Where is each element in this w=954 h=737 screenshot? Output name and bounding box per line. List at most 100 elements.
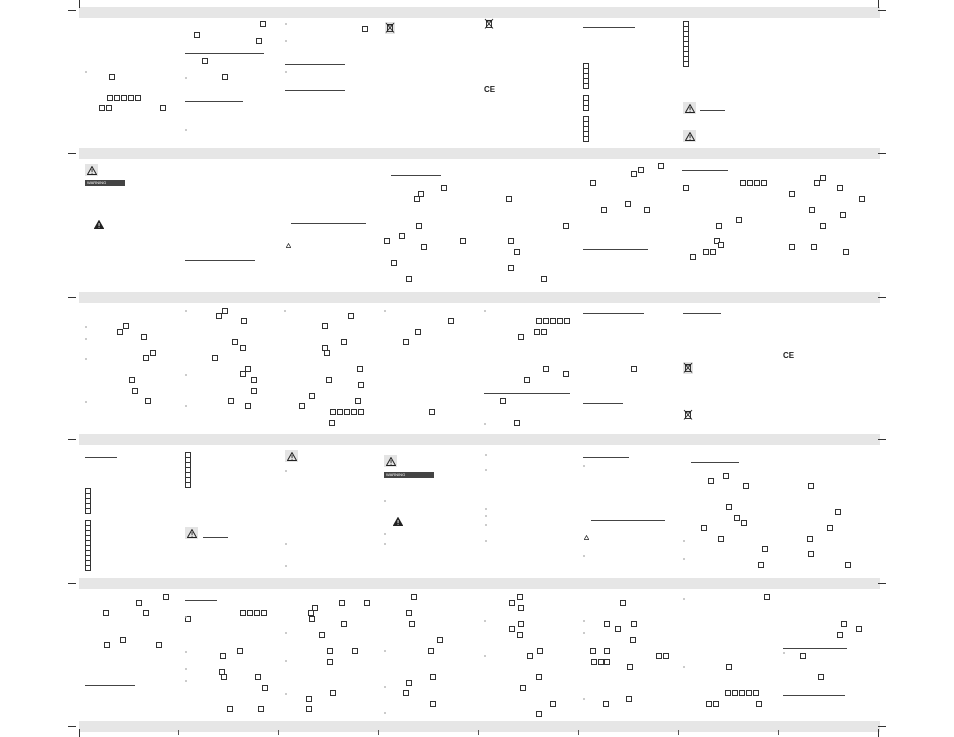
bullet-square bbox=[143, 610, 149, 616]
bullet-square bbox=[429, 409, 435, 415]
bullet-square bbox=[517, 594, 523, 600]
bullet-square bbox=[527, 653, 533, 659]
bullet-square bbox=[416, 223, 422, 229]
bullet-square bbox=[509, 626, 515, 632]
heading-rule bbox=[583, 403, 623, 404]
bullet-square bbox=[508, 238, 514, 244]
bullet-square bbox=[240, 345, 246, 351]
text-fragment bbox=[783, 652, 785, 654]
bullet-square bbox=[357, 366, 363, 372]
crossed-bin-icon bbox=[683, 409, 693, 421]
heading-rule bbox=[700, 110, 725, 111]
heading-rule bbox=[583, 27, 635, 28]
bullet-square bbox=[808, 483, 814, 489]
bullet-square bbox=[312, 605, 318, 611]
bullet-square bbox=[726, 664, 732, 670]
text-fragment bbox=[384, 650, 386, 652]
text-fragment bbox=[485, 469, 487, 471]
heading-rule bbox=[583, 249, 648, 250]
heading-rule bbox=[391, 175, 441, 176]
bullet-square bbox=[683, 61, 689, 67]
text-fragment bbox=[384, 543, 386, 545]
heading-rule bbox=[691, 462, 739, 463]
warning-triangle-icon bbox=[683, 102, 696, 114]
text-fragment bbox=[583, 620, 585, 622]
bullet-square bbox=[222, 308, 228, 314]
bullet-square bbox=[240, 610, 246, 616]
bullet-square bbox=[845, 562, 851, 568]
bullet-square bbox=[753, 690, 759, 696]
bullet-square bbox=[135, 95, 141, 101]
bullet-square bbox=[212, 355, 218, 361]
bullet-square bbox=[251, 377, 257, 383]
bullet-square bbox=[718, 536, 724, 542]
heading-rule bbox=[682, 170, 728, 171]
bullet-square bbox=[228, 398, 234, 404]
bullet-square bbox=[543, 318, 549, 324]
bullet-square bbox=[626, 696, 632, 702]
bullet-square bbox=[814, 180, 820, 186]
bullet-square bbox=[514, 420, 520, 426]
bullet-square bbox=[604, 621, 610, 627]
heading-rule bbox=[85, 457, 117, 458]
text-fragment bbox=[185, 405, 187, 407]
text-fragment bbox=[583, 465, 585, 467]
bullet-square bbox=[430, 701, 436, 707]
text-fragment bbox=[484, 310, 486, 312]
bullet-square bbox=[460, 238, 466, 244]
bullet-square bbox=[509, 600, 515, 606]
bullet-square bbox=[330, 409, 336, 415]
bullet-square bbox=[441, 185, 447, 191]
text-fragment bbox=[683, 558, 685, 560]
bullet-square bbox=[508, 265, 514, 271]
bullet-square bbox=[324, 350, 330, 356]
bullet-square bbox=[245, 366, 251, 372]
bullet-square bbox=[216, 313, 222, 319]
bullet-square bbox=[736, 217, 742, 223]
text-fragment bbox=[85, 401, 87, 403]
bullet-square bbox=[630, 637, 636, 643]
bullet-square bbox=[747, 180, 753, 186]
text-fragment bbox=[384, 500, 386, 502]
bullet-square bbox=[254, 610, 260, 616]
bullet-square bbox=[437, 637, 443, 643]
bullet-square bbox=[136, 600, 142, 606]
crop-mark bbox=[68, 297, 76, 298]
bullet-square bbox=[352, 648, 358, 654]
bullet-square bbox=[603, 701, 609, 707]
bullet-square bbox=[120, 637, 126, 643]
crop-mark bbox=[878, 729, 879, 737]
bullet-square bbox=[132, 388, 138, 394]
fold-mark bbox=[678, 730, 679, 735]
bullet-square bbox=[550, 701, 556, 707]
crop-mark bbox=[878, 726, 886, 727]
text-fragment bbox=[384, 712, 386, 714]
heading-rule bbox=[291, 223, 366, 224]
text-fragment bbox=[185, 310, 187, 312]
bullet-square bbox=[837, 632, 843, 638]
heading-rule bbox=[583, 457, 629, 458]
bullet-square bbox=[415, 329, 421, 335]
bullet-square bbox=[701, 525, 707, 531]
bullet-square bbox=[185, 616, 191, 622]
text-fragment bbox=[485, 515, 487, 517]
bullet-square bbox=[534, 329, 540, 335]
bullet-square bbox=[409, 621, 415, 627]
bullet-square bbox=[156, 642, 162, 648]
bullet-square bbox=[541, 329, 547, 335]
bullet-square bbox=[309, 616, 315, 622]
bullet-square bbox=[627, 664, 633, 670]
bullet-square bbox=[754, 180, 760, 186]
bullet-square bbox=[106, 105, 112, 111]
crop-mark bbox=[68, 726, 76, 727]
bullet-square bbox=[163, 594, 169, 600]
fold-mark bbox=[578, 730, 579, 735]
bullet-square bbox=[706, 701, 712, 707]
warning-triangle-icon bbox=[583, 534, 589, 540]
bullet-square bbox=[604, 648, 610, 654]
section-band bbox=[79, 292, 880, 303]
bullet-square bbox=[723, 473, 729, 479]
bullet-square bbox=[227, 706, 233, 712]
bullet-square bbox=[543, 366, 549, 372]
text-fragment bbox=[85, 358, 87, 360]
